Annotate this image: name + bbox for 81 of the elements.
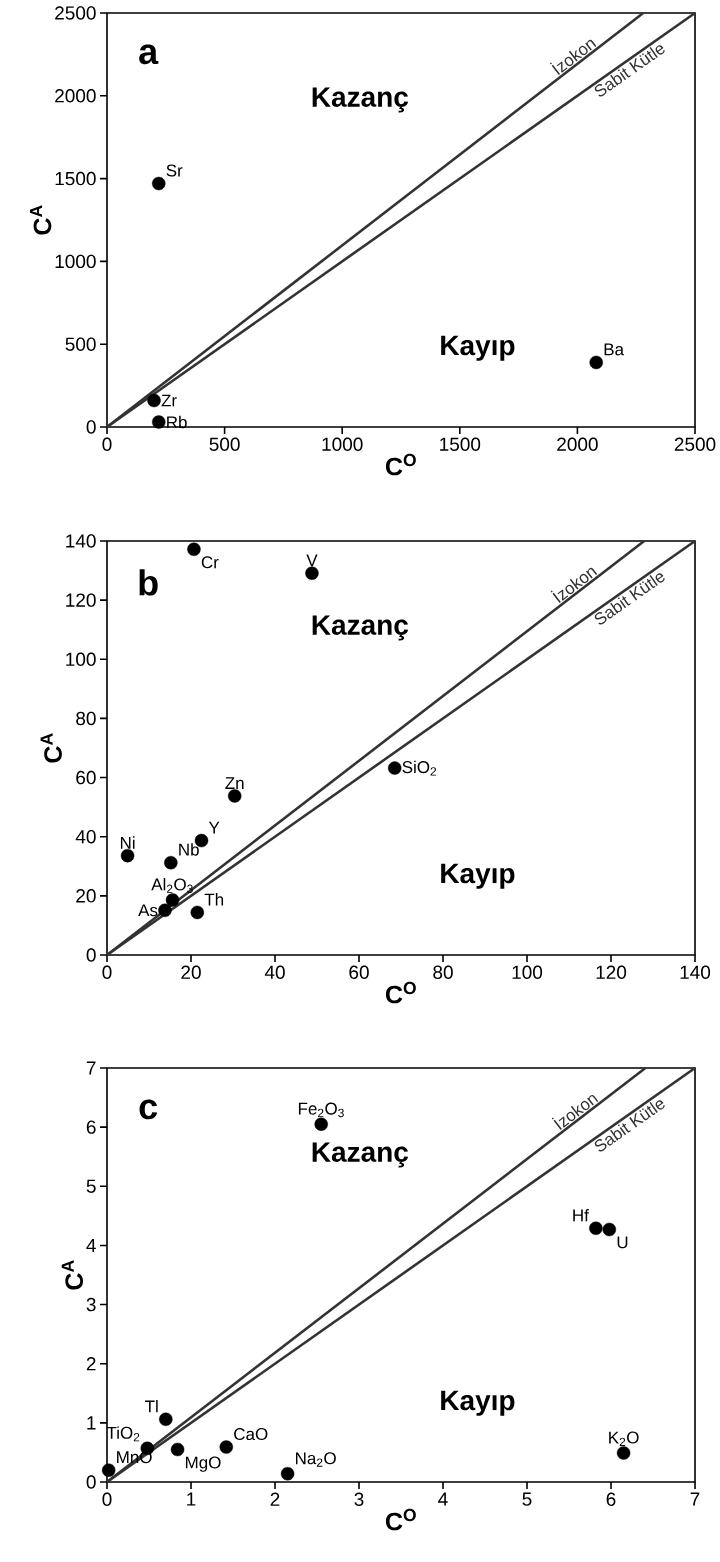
x-axis-title: C$^{O}$ bbox=[385, 981, 416, 1004]
x-axis-title: C$^{O}$ bbox=[385, 1508, 416, 1531]
y-tick-label: 60 bbox=[76, 770, 96, 785]
x-tick-label: 0 bbox=[102, 1492, 112, 1506]
annotation: Zn bbox=[225, 777, 244, 789]
annotation: Kayıp bbox=[441, 1390, 515, 1416]
x-tick-label: 4 bbox=[438, 1492, 448, 1506]
y-tick-label: 140 bbox=[66, 534, 96, 548]
y-tick-label: 2 bbox=[86, 1357, 96, 1371]
annotation: Kazanç bbox=[312, 87, 409, 113]
x-tick-label: 120 bbox=[596, 965, 627, 979]
y-axis-title: C$^{A}$ bbox=[40, 733, 62, 763]
text: c bbox=[139, 1099, 158, 1120]
annotation: K$_{2}$O bbox=[609, 1431, 639, 1447]
y-tick-label: 2500 bbox=[55, 6, 96, 20]
annotation: Cr bbox=[201, 556, 219, 569]
annotation: Kazanç bbox=[312, 615, 409, 641]
y-tick-label: 2000 bbox=[55, 89, 96, 103]
annotation: Kazanç bbox=[312, 1142, 409, 1168]
y-tick-label: 3 bbox=[86, 1297, 96, 1312]
y-tick-label: 5 bbox=[86, 1179, 96, 1193]
y-tick-label: 6 bbox=[86, 1120, 96, 1134]
annotation: Nb bbox=[179, 843, 199, 856]
annotation: Hf bbox=[573, 1208, 589, 1222]
x-tick-label: 0 bbox=[102, 437, 112, 451]
x-tick-label: 0 bbox=[102, 965, 112, 979]
x-tick-label: 3 bbox=[354, 1492, 364, 1506]
x-tick-label: 20 bbox=[181, 965, 201, 979]
annotation: Sr bbox=[166, 164, 183, 177]
annotation: As bbox=[138, 904, 158, 917]
annotation: U bbox=[617, 1236, 628, 1249]
y-axis-title: C$^{A}$ bbox=[30, 205, 52, 235]
x-tick-label: 60 bbox=[349, 965, 369, 979]
x-tick-label: 1 bbox=[187, 1492, 196, 1506]
annotation: Ba bbox=[604, 343, 625, 356]
y-tick-label: 100 bbox=[66, 652, 96, 666]
x-tick-label: 100 bbox=[512, 965, 543, 979]
x-tick-label: 500 bbox=[209, 437, 240, 451]
y-axis-title: C$^{A}$ bbox=[61, 1260, 84, 1290]
annotation: Ni bbox=[120, 836, 135, 849]
x-tick-label: 1000 bbox=[322, 437, 363, 451]
text: b bbox=[139, 569, 158, 596]
x-axis-title: C$^{O}$ bbox=[385, 453, 416, 476]
x-tick-label: 5 bbox=[522, 1492, 532, 1506]
x-tick-label: 140 bbox=[680, 965, 711, 979]
y-tick-label: 80 bbox=[76, 711, 96, 726]
annotation: Th bbox=[204, 893, 224, 906]
x-tick-label: 1500 bbox=[440, 437, 481, 451]
annotation: Na$_{2}$O bbox=[296, 1452, 336, 1467]
annotation: Kayıp bbox=[441, 335, 515, 361]
y-tick-label: 500 bbox=[65, 337, 96, 351]
y-tick-label: 1000 bbox=[55, 254, 96, 269]
annotation: Zr bbox=[161, 394, 177, 407]
y-tick-label: 0 bbox=[86, 420, 96, 434]
x-tick-label: 80 bbox=[433, 965, 453, 979]
y-tick-label: 0 bbox=[86, 948, 96, 962]
annotation: Rb bbox=[167, 415, 187, 429]
x-tick-label: 2000 bbox=[557, 437, 598, 451]
annotation: Y bbox=[208, 821, 220, 834]
y-tick-label: 4 bbox=[86, 1238, 96, 1252]
annotation: Fe$_{2}$O$_{3}$ bbox=[298, 1102, 344, 1118]
x-tick-label: 6 bbox=[606, 1492, 616, 1506]
annotation: Al$_{2}$O$_{3}$ bbox=[151, 877, 193, 893]
x-tick-label: 2500 bbox=[674, 437, 716, 451]
text: a bbox=[139, 44, 159, 65]
x-tick-label: 7 bbox=[690, 1492, 700, 1506]
annotation: Kayıp bbox=[441, 863, 515, 889]
y-tick-label: 120 bbox=[66, 593, 96, 607]
annotation: CaO bbox=[234, 1428, 268, 1441]
y-tick-label: 7 bbox=[86, 1061, 96, 1075]
y-tick-label: 0 bbox=[86, 1475, 96, 1489]
x-tick-label: 2 bbox=[270, 1492, 280, 1506]
annotation: Tl bbox=[145, 1399, 158, 1413]
annotation: V bbox=[306, 554, 318, 567]
x-tick-label: 40 bbox=[264, 965, 285, 979]
y-tick-label: 20 bbox=[76, 889, 96, 903]
y-tick-label: 40 bbox=[75, 829, 96, 844]
annotation: SiO$_{2}$ bbox=[402, 760, 437, 776]
y-tick-label: 1 bbox=[87, 1416, 96, 1430]
annotation: MgO bbox=[185, 1456, 221, 1472]
y-tick-label: 1500 bbox=[55, 171, 96, 186]
